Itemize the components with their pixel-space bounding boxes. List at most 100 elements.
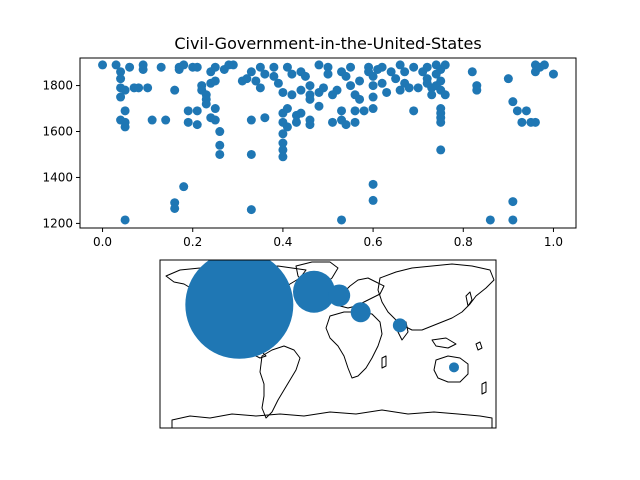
scatter-point [359, 106, 369, 116]
scatter-point [278, 87, 288, 97]
scatter-points [98, 60, 558, 225]
scatter-point [192, 106, 202, 116]
scatter-point [467, 67, 477, 77]
scatter-point [246, 205, 256, 215]
scatter-point [116, 67, 126, 77]
scatter-point [440, 90, 450, 100]
scatter-point [156, 62, 166, 72]
scatter-point [161, 115, 171, 125]
scatter-point [530, 117, 540, 127]
scatter-point [215, 127, 225, 137]
scatter-point [296, 108, 306, 118]
scatter-point [436, 145, 446, 155]
scatter-point [278, 145, 288, 155]
scatter-point [278, 129, 288, 139]
scatter-point [377, 78, 387, 88]
scatter-axes-frame [79, 57, 577, 229]
y-tick-label: 1800 [42, 79, 73, 93]
scatter-point [278, 152, 288, 162]
x-tick-label: 0.2 [183, 235, 202, 249]
scatter-point [341, 71, 351, 81]
x-tick-label: 0.6 [364, 235, 383, 249]
scatter-point [368, 179, 378, 189]
scatter-point [422, 62, 432, 72]
map-frame [159, 259, 497, 429]
scatter-point [260, 113, 270, 123]
scatter-point [503, 74, 513, 84]
map-bubble [293, 270, 335, 313]
scatter-point [246, 67, 256, 77]
scatter-point [183, 106, 193, 116]
y-axis-ticks: 1200 1400 1600 1800 [42, 79, 80, 230]
scatter-point [170, 203, 180, 213]
scatter-point [517, 117, 527, 127]
scatter-point [409, 62, 419, 72]
scatter-point [269, 71, 279, 81]
scatter-point [508, 215, 518, 225]
map-bubble [350, 302, 371, 323]
scatter-point [346, 62, 356, 72]
scatter-point [508, 97, 518, 107]
scatter-point [395, 60, 405, 70]
y-tick-label: 1600 [42, 125, 73, 139]
map-panel [159, 259, 497, 429]
scatter-point [138, 64, 148, 74]
scatter-point [323, 62, 333, 72]
scatter-point [318, 83, 328, 93]
scatter-point [98, 60, 108, 70]
scatter-point [409, 106, 419, 116]
scatter-point [287, 90, 297, 100]
scatter-point [282, 62, 292, 72]
x-tick-label: 0.0 [93, 235, 112, 249]
scatter-point [143, 83, 153, 93]
scatter-point [287, 69, 297, 79]
scatter-point [328, 117, 338, 127]
scatter-point [355, 94, 365, 104]
scatter-point [305, 81, 315, 91]
scatter-panel: Civil-Government-in-the-United-States 0.… [42, 34, 577, 249]
scatter-point [260, 69, 270, 79]
scatter-point [395, 85, 405, 95]
scatter-point [305, 94, 315, 104]
scatter-point [472, 85, 482, 95]
scatter-point [210, 76, 220, 86]
scatter-point [183, 117, 193, 127]
scatter-point [147, 115, 157, 125]
scatter-point [368, 195, 378, 205]
scatter-point [427, 90, 437, 100]
x-tick-label: 0.8 [454, 235, 473, 249]
scatter-point [120, 122, 130, 132]
scatter-point [386, 67, 396, 77]
map-bubbles [185, 260, 459, 373]
x-tick-label: 0.4 [273, 235, 292, 249]
y-tick-label: 1200 [42, 216, 73, 230]
map-bubble [328, 284, 351, 307]
x-axis-ticks: 0.0 0.2 0.4 0.6 0.8 1.0 [93, 228, 563, 249]
scatter-point [251, 76, 261, 86]
map-bubble [449, 362, 459, 373]
scatter-point [273, 78, 283, 88]
scatter-point [282, 122, 292, 132]
scatter-point [521, 106, 531, 116]
scatter-point [291, 117, 301, 127]
scatter-point [382, 87, 392, 97]
scatter-point [391, 74, 401, 84]
scatter-point [485, 215, 495, 225]
scatter-point [508, 197, 518, 207]
scatter-point [300, 71, 310, 81]
scatter-point [368, 104, 378, 114]
scatter-point [179, 60, 189, 70]
scatter-point [242, 74, 252, 84]
scatter-point [192, 120, 202, 130]
scatter-point [337, 106, 347, 116]
scatter-point [125, 62, 135, 72]
scatter-point [368, 81, 378, 91]
x-tick-label: 1.0 [544, 235, 563, 249]
scatter-point [548, 69, 558, 79]
scatter-point [201, 99, 211, 109]
scatter-point [179, 182, 189, 192]
scatter-point [282, 104, 292, 114]
scatter-point [413, 83, 423, 93]
scatter-point [337, 215, 347, 225]
scatter-point [350, 106, 360, 116]
